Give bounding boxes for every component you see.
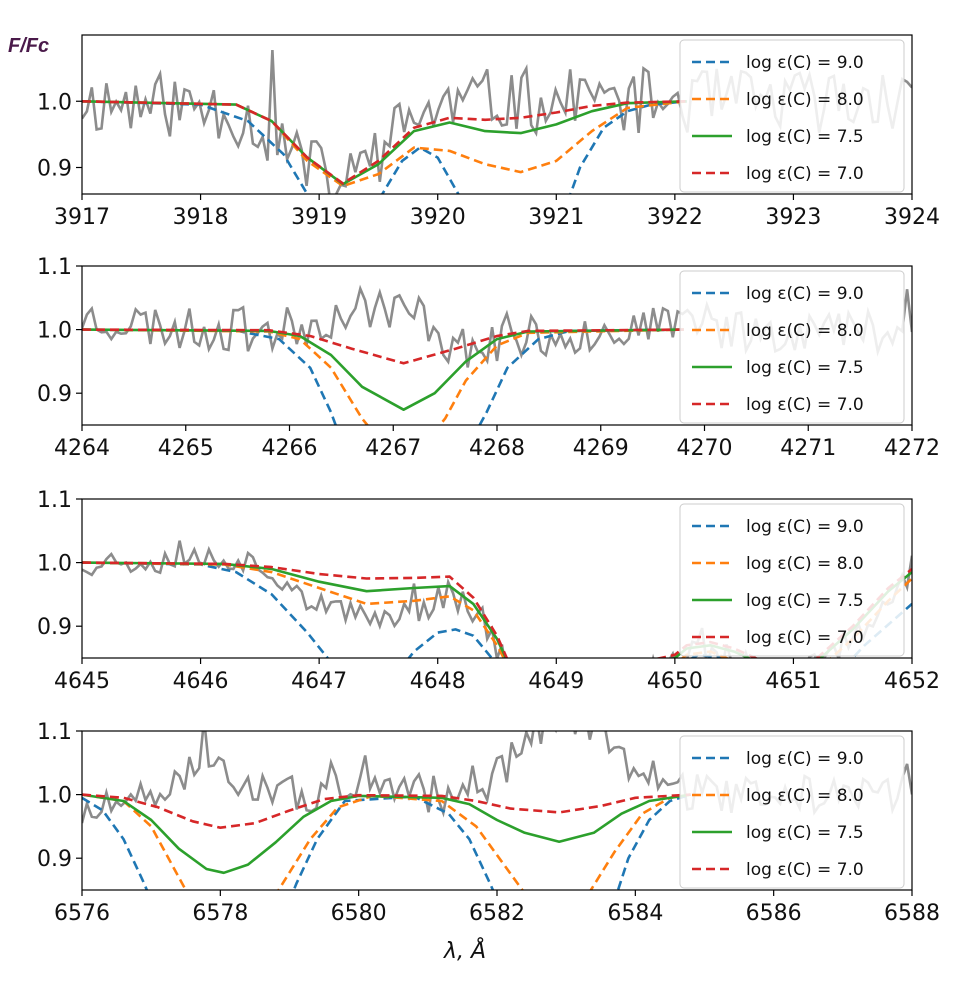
x-tick-label: 3922 [647, 205, 703, 230]
legend-label: log ε(C) = 7.0 [746, 860, 864, 880]
x-tick-label: 4268 [469, 436, 525, 461]
x-tick-label: 4647 [291, 669, 347, 694]
y-tick-label: 0.9 [37, 382, 72, 407]
legend-label: log ε(C) = 9.0 [746, 749, 864, 769]
x-tick-label: 3920 [410, 205, 466, 230]
legend: log ε(C) = 9.0 log ε(C) = 8.0 log ε(C) = 7… [679, 503, 905, 657]
x-tick-label: 6578 [192, 901, 248, 926]
x-tick-label: 6586 [746, 901, 802, 926]
panel-3: 4645 4646 4647 4648 4649 4650 4651 4652 0.9 1.0 1.… [37, 488, 940, 694]
legend-label: log ε(C) = 8.0 [746, 321, 864, 341]
y-tick-label: 1.1 [37, 255, 72, 280]
x-tick-label: 4646 [173, 669, 229, 694]
legend-box [679, 735, 905, 889]
x-tick-label: 4266 [262, 436, 318, 461]
x-tick-label: 4645 [54, 669, 110, 694]
x-tick-label: 4271 [780, 436, 836, 461]
panel-2: 4264 4265 4266 4267 4268 4269 4270 4271 4272 0.9 1… [37, 255, 940, 461]
legend-label: log ε(C) = 7.5 [746, 591, 864, 611]
legend-label: log ε(C) = 7.5 [746, 358, 864, 378]
y-tick-label: 1.1 [37, 720, 72, 745]
x-tick-label: 4651 [765, 669, 821, 694]
legend: log ε(C) = 9.0 log ε(C) = 8.0 log ε(C) = 7… [679, 39, 905, 193]
x-tick-label: 4652 [884, 669, 940, 694]
x-tick-label: 4648 [410, 669, 466, 694]
x-tick-label: 3924 [884, 205, 940, 230]
y-axis-label: F/Fc [8, 35, 49, 57]
x-tick-label: 3919 [291, 205, 347, 230]
legend-label: log ε(C) = 8.0 [746, 90, 864, 110]
legend-box [679, 39, 905, 193]
y-tick-label: 1.0 [37, 552, 72, 577]
x-tick-label: 4264 [54, 436, 110, 461]
y-tick-label: 0.9 [37, 847, 72, 872]
series-line-8-0 [82, 328, 684, 425]
y-tick-label: 0.9 [37, 615, 72, 640]
legend-box [679, 503, 905, 657]
x-tick-label: 6582 [469, 901, 525, 926]
legend-label: log ε(C) = 9.0 [746, 517, 864, 537]
series-line-7-5 [82, 328, 684, 412]
y-tick-label: 1.1 [37, 488, 72, 513]
y-tick-label: 1.0 [37, 319, 72, 344]
series-line-7-5 [82, 561, 912, 658]
legend-label: log ε(C) = 9.0 [746, 53, 864, 73]
x-tick-label: 4269 [573, 436, 629, 461]
panel-4: 6576 6578 6580 6582 6584 6586 6588 0.9 1.0 1.1 log… [37, 720, 940, 926]
legend-label: log ε(C) = 7.5 [746, 127, 864, 147]
series-line-9-0 [82, 100, 687, 194]
legend-box [679, 270, 905, 424]
x-tick-label: 6580 [331, 901, 387, 926]
legend-label: log ε(C) = 8.0 [746, 786, 864, 806]
legend-label: log ε(C) = 7.5 [746, 823, 864, 843]
legend-label: log ε(C) = 7.0 [746, 164, 864, 184]
legend: log ε(C) = 9.0 log ε(C) = 8.0 log ε(C) = 7… [679, 270, 905, 424]
x-tick-label: 4270 [677, 436, 733, 461]
legend-label: log ε(C) = 7.0 [746, 395, 864, 415]
legend-label: log ε(C) = 8.0 [746, 554, 864, 574]
x-tick-label: 3923 [765, 205, 821, 230]
series-line-7-0 [82, 100, 687, 185]
x-tick-label: 4650 [647, 669, 703, 694]
x-tick-label: 3918 [173, 205, 229, 230]
x-tick-label: 3921 [528, 205, 584, 230]
x-tick-label: 4267 [365, 436, 421, 461]
legend: log ε(C) = 9.0 log ε(C) = 8.0 log ε(C) = 7… [679, 735, 905, 889]
series-line-7-5 [82, 793, 691, 875]
x-tick-label: 6576 [54, 901, 110, 926]
series-line-7-0 [82, 328, 684, 365]
series-line-9-0 [82, 561, 912, 658]
x-tick-label: 4272 [884, 436, 940, 461]
plot-area [82, 540, 912, 658]
x-tick-label: 6588 [884, 901, 940, 926]
x-tick-label: 4265 [158, 436, 214, 461]
axes-frame [81, 498, 913, 659]
series-line-8-0 [82, 561, 912, 658]
series-line-7-0 [82, 793, 691, 830]
x-tick-label: 4649 [528, 669, 584, 694]
x-axis-label: λ, Å [443, 937, 486, 964]
x-tick-label: 6584 [607, 901, 663, 926]
panel-1: 3917 3918 3919 3920 3921 3922 3923 3924 0.9 1.0 lo… [37, 34, 940, 230]
axes-frame [81, 34, 913, 195]
y-tick-label: 1.0 [37, 90, 72, 115]
legend-label: log ε(C) = 9.0 [746, 284, 864, 304]
x-tick-label: 3917 [54, 205, 110, 230]
legend-label: log ε(C) = 7.0 [746, 628, 864, 648]
y-tick-label: 1.0 [37, 784, 72, 809]
y-tick-label: 0.9 [37, 157, 72, 182]
series-line-9-0 [82, 328, 684, 425]
